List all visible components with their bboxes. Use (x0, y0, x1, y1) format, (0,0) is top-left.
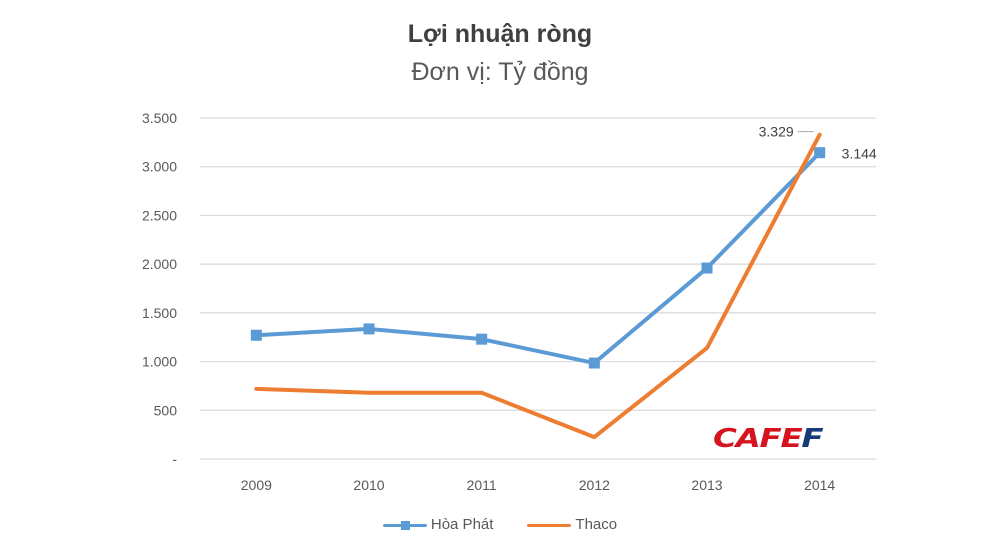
data-point-marker (701, 262, 713, 274)
series-line (254, 150, 822, 366)
x-tick-label: 2014 (804, 477, 835, 493)
x-tick-label: 2013 (691, 477, 722, 493)
y-tick-label: - (172, 451, 177, 467)
x-tick-label: 2011 (467, 477, 497, 493)
data-point-marker (476, 333, 488, 345)
data-point-marker (363, 323, 375, 335)
data-point-marker (250, 329, 262, 341)
y-tick-label: 3.500 (142, 110, 177, 126)
y-tick-label: 3.000 (142, 159, 177, 175)
y-tick-label: 500 (154, 402, 178, 418)
y-tick-label: 1.000 (142, 354, 177, 370)
legend-line-marker-icon (382, 518, 427, 532)
x-tick-label: 2010 (353, 477, 384, 493)
x-tick-label: 2009 (241, 477, 272, 493)
data-label-hoa-phat-2014: 3.144 (842, 146, 877, 162)
chart-title: Lợi nhuận ròng (407, 20, 593, 48)
data-point-marker (814, 147, 826, 159)
legend-item-hoa-phat: Hòa Phát (382, 516, 494, 533)
y-tick-label: 1.500 (142, 305, 177, 321)
data-label-thaco-2014: 3.329 (759, 124, 794, 140)
y-tick-label: 2.000 (142, 256, 177, 272)
legend-line-icon (527, 518, 572, 532)
legend-item-thaco: Thaco (527, 516, 617, 533)
y-tick-label: 2.500 (142, 207, 177, 223)
chart-legend: Hòa Phát Thaco (0, 516, 1000, 533)
x-tick-label: 2012 (579, 477, 610, 493)
data-point-marker (588, 357, 600, 369)
series-line (254, 132, 822, 440)
legend-label: Hòa Phát (430, 516, 494, 533)
legend-label: Thaco (575, 516, 618, 533)
cafef-watermark-logo: CAFEF (713, 424, 824, 454)
chart-subtitle: Đơn vị: Tỷ đồng (411, 58, 589, 86)
